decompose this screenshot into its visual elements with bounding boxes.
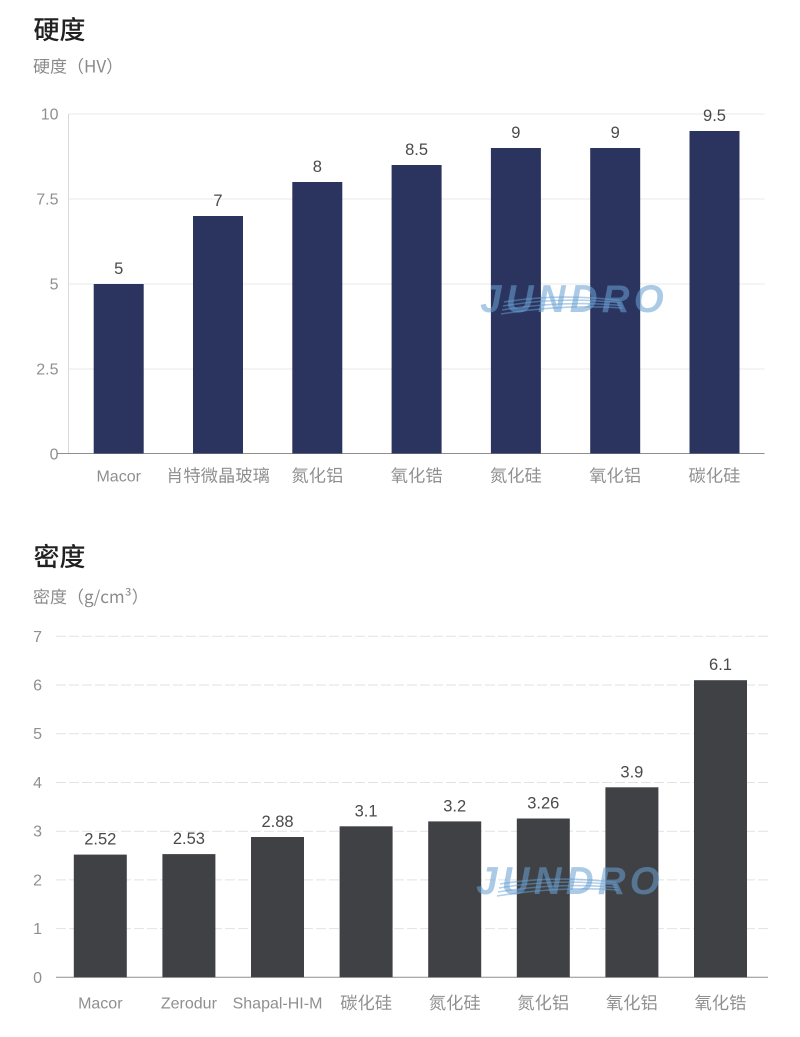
svg-text:Macor: Macor xyxy=(96,469,141,486)
svg-text:6: 6 xyxy=(33,678,42,695)
svg-text:7: 7 xyxy=(213,192,222,210)
svg-text:7: 7 xyxy=(33,629,42,646)
svg-text:2.52: 2.52 xyxy=(84,831,116,849)
svg-text:3: 3 xyxy=(33,824,42,841)
svg-text:5: 5 xyxy=(33,726,42,743)
svg-text:1: 1 xyxy=(33,921,42,938)
svg-text:7.5: 7.5 xyxy=(36,192,58,209)
svg-text:3.1: 3.1 xyxy=(355,802,378,820)
svg-text:Zerodur: Zerodur xyxy=(161,996,218,1013)
svg-text:6.1: 6.1 xyxy=(709,656,732,674)
svg-text:9: 9 xyxy=(611,124,620,142)
svg-text:9: 9 xyxy=(511,124,520,142)
svg-text:0: 0 xyxy=(33,970,42,987)
svg-text:8.5: 8.5 xyxy=(405,141,428,159)
svg-text:2.88: 2.88 xyxy=(261,813,293,831)
svg-text:4: 4 xyxy=(33,775,42,792)
svg-text:5: 5 xyxy=(114,260,123,278)
svg-text:3.2: 3.2 xyxy=(443,797,466,815)
svg-text:10: 10 xyxy=(41,107,59,124)
svg-text:8: 8 xyxy=(313,158,322,176)
svg-text:Macor: Macor xyxy=(78,996,123,1013)
svg-text:5: 5 xyxy=(50,277,59,294)
svg-text:9.5: 9.5 xyxy=(703,107,726,125)
svg-text:3.26: 3.26 xyxy=(527,795,559,813)
svg-text:2: 2 xyxy=(33,872,42,889)
svg-text:2.5: 2.5 xyxy=(36,362,58,379)
svg-text:0: 0 xyxy=(50,447,59,464)
svg-text:2.53: 2.53 xyxy=(173,830,205,848)
svg-text:Shapal-HI-M: Shapal-HI-M xyxy=(233,996,323,1013)
svg-text:3.9: 3.9 xyxy=(620,763,643,781)
